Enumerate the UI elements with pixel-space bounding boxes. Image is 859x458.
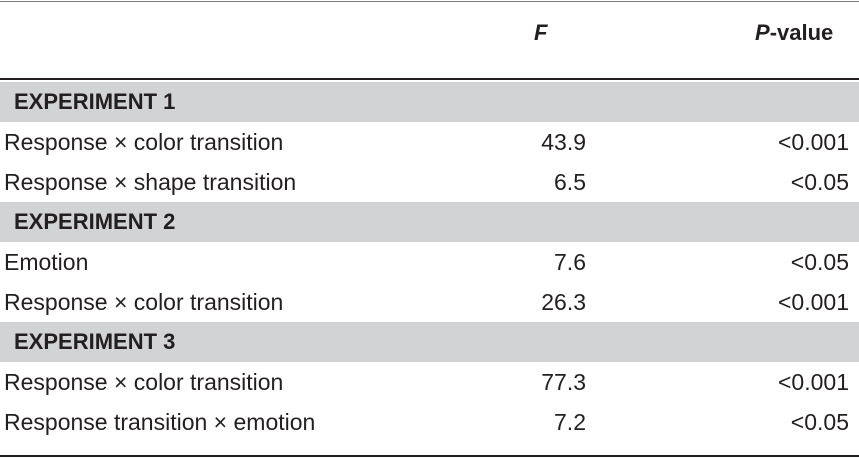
table-row: Response × color transition 43.9 <0.001 bbox=[0, 122, 859, 162]
section-row-experiment-2: EXPERIMENT 2 bbox=[0, 202, 859, 242]
effect-label: Response × color transition bbox=[4, 129, 284, 155]
column-header-p-suffix: -value bbox=[769, 20, 834, 45]
f-value: 43.9 bbox=[541, 129, 586, 155]
section-label: EXPERIMENT 2 bbox=[14, 209, 176, 234]
section-label: EXPERIMENT 3 bbox=[14, 329, 176, 354]
effect-label: Response × color transition bbox=[4, 289, 284, 315]
effect-label: Response × color transition bbox=[4, 369, 284, 395]
table-top-rule bbox=[0, 1, 859, 2]
table-row: Emotion 7.6 <0.05 bbox=[0, 242, 859, 282]
effect-label: Emotion bbox=[4, 249, 89, 275]
header-rule bbox=[0, 78, 859, 80]
f-value: 77.3 bbox=[541, 369, 586, 395]
table-row: Response transition × emotion 7.2 <0.05 bbox=[0, 402, 859, 442]
p-value: <0.05 bbox=[790, 249, 849, 275]
f-value: 7.2 bbox=[554, 409, 586, 435]
f-value: 6.5 bbox=[554, 169, 586, 195]
column-header-p-italic: P bbox=[755, 20, 770, 45]
p-value: <0.001 bbox=[778, 129, 849, 155]
p-value: <0.05 bbox=[790, 169, 849, 195]
p-value: <0.05 bbox=[790, 409, 849, 435]
table-bottom-rule bbox=[0, 455, 859, 457]
column-header-f: F bbox=[534, 20, 548, 45]
f-value: 7.6 bbox=[554, 249, 586, 275]
table-header: F P-value bbox=[0, 0, 859, 78]
column-header-p-value: P-value bbox=[755, 20, 833, 46]
section-label: EXPERIMENT 1 bbox=[14, 89, 176, 114]
f-value: 26.3 bbox=[541, 289, 586, 315]
table-row: Response × color transition 77.3 <0.001 bbox=[0, 362, 859, 402]
p-value: <0.001 bbox=[778, 369, 849, 395]
section-row-experiment-3: EXPERIMENT 3 bbox=[0, 322, 859, 362]
effect-label: Response × shape transition bbox=[4, 169, 297, 195]
section-row-experiment-1: EXPERIMENT 1 bbox=[0, 82, 859, 122]
table-row: Response × color transition 26.3 <0.001 bbox=[0, 282, 859, 322]
effect-label: Response transition × emotion bbox=[4, 409, 316, 435]
p-value: <0.001 bbox=[778, 289, 849, 315]
table-row: Response × shape transition 6.5 <0.05 bbox=[0, 162, 859, 202]
